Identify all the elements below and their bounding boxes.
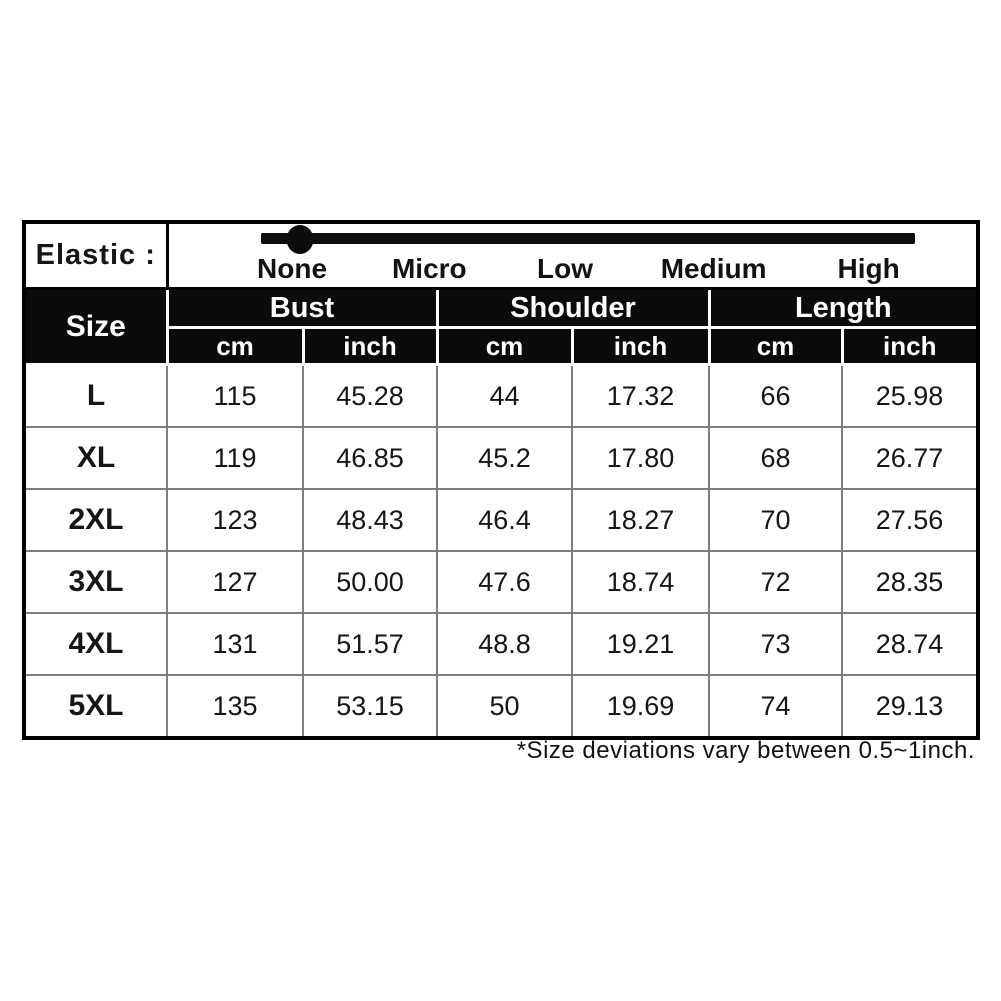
cell-bust-inch: 50.00 — [302, 550, 438, 614]
cell-shoulder-cm: 47.6 — [436, 550, 573, 614]
cell-size: 2XL — [23, 488, 168, 552]
cell-length-inch: 26.77 — [840, 426, 980, 490]
size-deviation-note: *Size deviations vary between 0.5~1inch. — [516, 737, 975, 764]
elastic-label: Elastic : — [22, 220, 169, 290]
cell-length-cm: 73 — [708, 612, 843, 676]
cell-size: L — [23, 363, 168, 428]
cell-length-cm: 70 — [708, 488, 843, 552]
cell-bust-cm: 131 — [166, 612, 304, 676]
table-row: XL 119 46.85 45.2 17.80 68 26.77 — [23, 426, 980, 490]
cell-bust-inch: 48.43 — [302, 488, 438, 552]
cell-bust-cm: 127 — [166, 550, 304, 614]
elastic-option-medium: Medium — [660, 253, 767, 284]
table-row: 4XL 131 51.57 48.8 19.21 73 28.74 — [23, 612, 980, 676]
cell-shoulder-inch: 18.27 — [571, 488, 710, 552]
elastic-slider-thumb[interactable] — [286, 225, 314, 254]
cell-size: 5XL — [23, 674, 168, 739]
cell-bust-cm: 119 — [166, 426, 304, 490]
unit-header-length-inch: inch — [840, 326, 980, 366]
cell-shoulder-inch: 19.21 — [571, 612, 710, 676]
cell-size: 4XL — [23, 612, 168, 676]
elastic-option-high: High — [837, 253, 900, 284]
table-row: 2XL 123 48.43 46.4 18.27 70 27.56 — [23, 488, 980, 552]
cell-bust-inch: 46.85 — [302, 426, 438, 490]
column-header-length: Length — [707, 287, 980, 329]
elastic-option-none: None — [257, 253, 328, 284]
unit-header-bust-cm: cm — [165, 326, 305, 366]
cell-length-inch: 28.74 — [840, 612, 980, 676]
cell-length-inch: 28.35 — [840, 550, 980, 614]
unit-header-bust-inch: inch — [301, 326, 439, 366]
cell-length-cm: 68 — [708, 426, 843, 490]
unit-header-shoulder-inch: inch — [570, 326, 711, 366]
cell-length-cm: 66 — [708, 363, 843, 428]
unit-header-length-cm: cm — [707, 326, 844, 366]
cell-length-inch: 29.13 — [840, 674, 980, 739]
table-row: 5XL 135 53.15 50 19.69 74 29.13 — [23, 674, 980, 739]
cell-bust-cm: 135 — [166, 674, 304, 739]
cell-shoulder-inch: 19.69 — [571, 674, 710, 739]
cell-length-cm: 74 — [708, 674, 843, 739]
column-header-size: Size — [22, 287, 169, 366]
cell-bust-cm: 123 — [166, 488, 304, 552]
size-chart-table: Elastic : None Micro Low Medium High Siz… — [22, 220, 981, 740]
cell-length-inch: 25.98 — [840, 363, 980, 428]
elastic-row: Elastic : None Micro Low Medium High — [22, 220, 980, 290]
cell-shoulder-inch: 17.32 — [571, 363, 710, 428]
unit-header-shoulder-cm: cm — [435, 326, 574, 366]
cell-bust-inch: 53.15 — [302, 674, 438, 739]
cell-shoulder-cm: 48.8 — [436, 612, 573, 676]
cell-shoulder-cm: 45.2 — [436, 426, 573, 490]
column-header-shoulder: Shoulder — [435, 287, 711, 329]
cell-shoulder-inch: 18.74 — [571, 550, 710, 614]
header-unit-row: cm inch cm inch cm inch — [24, 326, 980, 366]
cell-length-inch: 27.56 — [840, 488, 980, 552]
cell-size: 3XL — [23, 550, 168, 614]
elastic-slider-cell: None Micro Low Medium High — [165, 220, 980, 290]
elastic-option-low: Low — [536, 253, 593, 284]
table-row: 3XL 127 50.00 47.6 18.74 72 28.35 — [23, 550, 980, 614]
cell-shoulder-inch: 17.80 — [571, 426, 710, 490]
cell-shoulder-cm: 44 — [436, 363, 573, 428]
column-header-bust: Bust — [165, 287, 439, 329]
cell-shoulder-cm: 50 — [436, 674, 573, 739]
cell-size: XL — [23, 426, 168, 490]
table-row: L 115 45.28 44 17.32 66 25.98 — [23, 363, 980, 428]
cell-bust-inch: 45.28 — [302, 363, 438, 428]
cell-length-cm: 72 — [708, 550, 843, 614]
header-group-row: Size Bust Shoulder Length — [22, 287, 980, 366]
elastic-option-micro: Micro — [391, 253, 467, 284]
cell-shoulder-cm: 46.4 — [436, 488, 573, 552]
cell-bust-inch: 51.57 — [302, 612, 438, 676]
elastic-slider-track[interactable] — [261, 233, 916, 244]
cell-bust-cm: 115 — [166, 363, 304, 428]
